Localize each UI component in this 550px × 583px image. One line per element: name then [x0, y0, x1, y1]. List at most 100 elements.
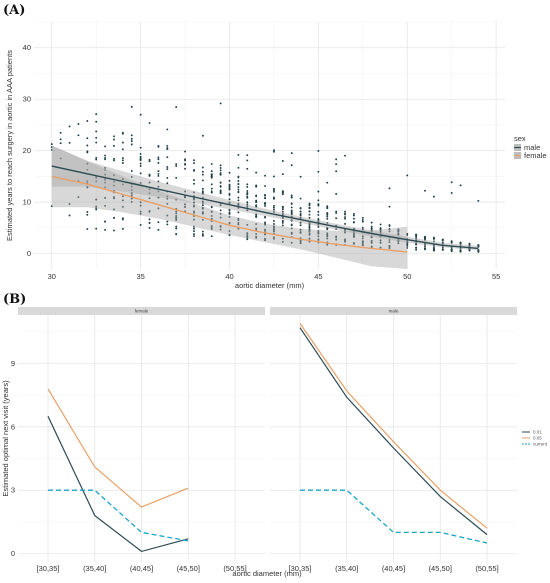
scatter-point	[281, 173, 284, 176]
scatter-point	[308, 206, 311, 209]
scatter-point	[130, 170, 133, 172]
scatter-point	[388, 241, 391, 244]
scatter-point	[219, 209, 222, 212]
scatter-point	[86, 213, 89, 216]
scatter-point	[148, 210, 151, 213]
scatter-point	[86, 162, 89, 165]
scatter-point	[121, 148, 124, 151]
scatter-point	[86, 211, 89, 213]
scatter-point	[326, 207, 329, 210]
scatter-point	[104, 145, 107, 148]
scatter-point	[477, 199, 480, 202]
scatter-point	[335, 193, 338, 195]
scatter-point	[201, 170, 204, 173]
scatter-point	[326, 228, 329, 231]
scatter-point	[317, 239, 320, 241]
scatter-point	[219, 164, 222, 167]
scatter-point	[317, 150, 320, 152]
scatter-point	[130, 185, 133, 188]
scatter-point	[237, 153, 240, 156]
scatter-point	[237, 227, 240, 230]
scatter-point	[166, 148, 169, 151]
scatter-point	[104, 154, 107, 157]
scatter-point	[397, 230, 400, 233]
x-tick-label: (45,50]	[177, 564, 200, 573]
scatter-point	[281, 191, 284, 194]
scatter-point	[317, 199, 320, 202]
scatter-point	[424, 235, 426, 238]
x-tick-label: (50,55]	[475, 564, 498, 573]
scatter-point	[281, 221, 284, 224]
scatter-point	[308, 202, 311, 205]
facet-male-lines	[299, 323, 488, 544]
scatter-point	[459, 250, 462, 253]
scatter-point	[184, 159, 187, 162]
scatter-point	[148, 160, 151, 163]
scatter-point	[139, 162, 142, 165]
scatter-point	[86, 168, 89, 171]
scatter-point	[281, 240, 284, 243]
scatter-point	[157, 185, 160, 188]
scatter-point	[166, 176, 169, 179]
scatter-point	[201, 179, 204, 182]
x-tick-label: (45,50]	[429, 564, 452, 573]
scatter-point	[308, 228, 311, 231]
scatter-point	[397, 242, 400, 245]
scatter-point	[272, 236, 275, 239]
scatter-point	[344, 231, 346, 234]
y-tick-label: 10	[23, 198, 31, 207]
scatter-point	[335, 163, 338, 166]
scatter-point	[193, 197, 195, 200]
scatter-point	[299, 221, 302, 224]
scatter-point	[379, 229, 382, 232]
scatter-point	[299, 213, 302, 215]
scatter-point	[166, 144, 169, 147]
scatter-point	[432, 237, 435, 240]
scatter-point	[415, 243, 418, 246]
scatter-point	[104, 204, 107, 207]
scatter-point	[246, 232, 249, 235]
y-tick-label: 30	[23, 95, 31, 104]
panel-b-y-axis-title: Estimated optimal next visit (years)	[1, 380, 10, 497]
scatter-point	[59, 142, 62, 145]
scatter-point	[397, 239, 400, 242]
scatter-point	[308, 213, 311, 216]
scatter-point	[210, 210, 213, 213]
scatter-point	[290, 206, 293, 209]
scatter-point	[228, 230, 231, 232]
scatter-point	[166, 223, 169, 226]
scatter-point	[237, 219, 240, 222]
facet-female-grid	[18, 315, 265, 562]
scatter-point	[210, 225, 213, 228]
panel-a-trend-lines	[51, 165, 479, 253]
scatter-point	[148, 181, 151, 184]
scatter-point	[59, 157, 62, 160]
scatter-point	[308, 216, 311, 219]
scatter-point	[441, 246, 444, 249]
scatter-point	[201, 234, 204, 237]
scatter-point	[299, 242, 302, 245]
scatter-point	[290, 232, 293, 235]
scatter-point	[299, 224, 302, 227]
scatter-point	[121, 132, 124, 135]
y-tick-label: 0	[11, 549, 15, 558]
scatter-point	[432, 249, 435, 252]
scatter-point	[255, 213, 258, 216]
scatter-point	[272, 189, 275, 192]
scatter-point	[175, 212, 178, 215]
scatter-point	[450, 240, 453, 243]
scatter-point	[193, 159, 195, 162]
scatter-point	[326, 181, 329, 184]
scatter-point	[352, 234, 355, 237]
scatter-point	[193, 201, 195, 204]
scatter-point	[166, 195, 169, 198]
scatter-point	[139, 155, 142, 158]
scatter-point	[246, 186, 249, 188]
line-female-0.05	[47, 388, 189, 508]
scatter-point	[344, 217, 346, 220]
scatter-point	[139, 159, 142, 162]
scatter-point	[370, 245, 373, 248]
scatter-point	[308, 203, 311, 206]
scatter-point	[326, 237, 329, 240]
scatter-point	[86, 179, 89, 182]
